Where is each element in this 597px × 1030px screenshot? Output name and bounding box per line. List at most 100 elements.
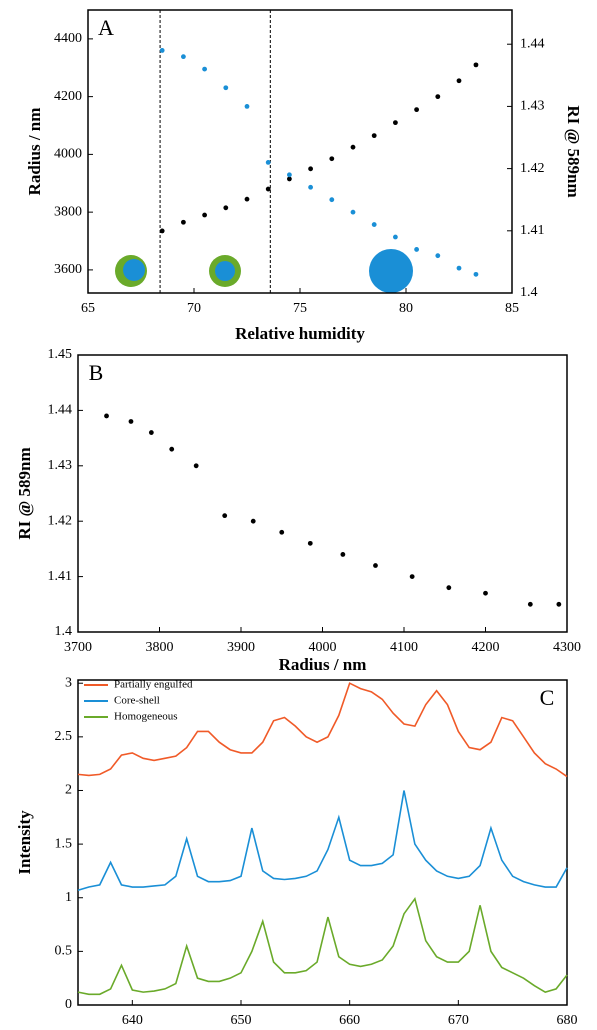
plot-frame [77,679,568,1006]
data-point [409,574,415,579]
data-point [483,590,488,596]
data-point [128,419,134,424]
y-axis-label: RI @ 589nm [15,447,34,539]
data-point [265,159,271,165]
data-point [202,212,208,218]
spectrum-line [77,790,568,891]
x-tick-label: 85 [505,301,519,316]
x-tick-label: 4300 [553,640,581,655]
y2-tick-label: 1.44 [520,36,545,51]
y-tick-label: 3 [65,675,72,690]
data-point [287,172,292,178]
data-point [159,48,165,53]
y-tick-label: 1.44 [48,403,73,418]
data-point [265,186,271,192]
data-point [556,601,562,607]
y-tick-label: 1.4 [55,624,73,639]
y-axis-label: Intensity [15,810,34,875]
x-tick-label: 680 [557,1013,578,1028]
data-point [329,156,335,162]
y-tick-label: 4000 [54,147,82,162]
y-tick-label: 4400 [54,31,82,46]
data-point [308,166,313,172]
x-tick-label: 640 [122,1013,143,1028]
panel-label: B [89,360,104,385]
data-point [393,234,398,240]
data-point [473,62,479,68]
y2-tick-label: 1.42 [520,161,545,176]
x-tick-label: 4100 [390,640,418,655]
y-tick-label: 1.5 [55,836,73,851]
x-tick-label: 3900 [227,640,255,655]
data-point [456,265,462,271]
x-tick-label: 660 [339,1013,360,1028]
data-point [371,133,377,139]
spectrum-line [77,682,568,778]
data-point [308,184,313,190]
data-point [414,247,419,252]
data-point [223,85,229,91]
y-tick-label: 1.42 [48,513,73,528]
y-tick-label: 1.43 [48,458,73,473]
data-point [435,94,441,100]
data-point [373,563,378,568]
y2-tick-label: 1.43 [520,99,545,114]
legend-label: Homogeneous [114,711,178,723]
legend-label: Partially engulfed [114,679,193,691]
plot-frame [77,354,568,633]
y-tick-label: 0.5 [55,944,73,959]
data-point [181,219,186,225]
x-tick-label: 70 [187,301,201,316]
plot-frame [87,9,513,294]
data-point [279,529,285,535]
data-point [250,518,256,524]
data-point [350,209,356,215]
data-point [456,78,462,84]
spectrum-line [77,896,568,996]
y-tick-label: 3800 [54,204,82,219]
y-tick-label: 4200 [54,89,82,104]
y2-axis-label: RI @ 589nm [564,105,583,197]
x-tick-label: 4200 [472,640,500,655]
legend-label: Core-shell [114,695,160,707]
data-point [473,271,479,277]
data-point [393,120,398,126]
x-tick-label: 3800 [146,640,174,655]
icon-coreshell-core [215,261,235,281]
data-point [193,463,199,469]
data-point [222,513,228,519]
data-point [435,253,441,259]
y-tick-label: 0 [65,997,72,1012]
y-tick-label: 2.5 [55,729,73,744]
y-tick-label: 1.45 [48,347,73,362]
data-point [527,601,533,607]
y-tick-label: 3600 [54,262,82,277]
x-axis-label: Radius / nm [279,655,367,674]
panel-label: A [98,15,114,40]
data-point [159,228,165,234]
x-tick-label: 75 [293,301,307,316]
data-point [148,430,154,435]
particle-icons [115,249,413,293]
y-tick-label: 1.41 [48,569,73,584]
data-point [307,540,313,546]
data-point [244,104,250,109]
y-axis-label: Radius / nm [25,108,44,196]
icon-homogeneous [369,249,413,293]
data-point [202,66,208,72]
y-tick-label: 1 [65,890,72,905]
x-tick-label: 4000 [309,640,337,655]
icon-partial-core [123,259,145,281]
data-point [350,144,356,150]
x-tick-label: 65 [81,301,95,316]
x-tick-label: 650 [231,1013,252,1028]
data-point [414,107,419,113]
data-point [340,552,346,557]
y-tick-label: 2 [65,783,72,798]
data-point [287,176,292,182]
data-point [371,222,377,227]
data-point [223,205,229,211]
data-point [181,54,186,60]
y2-tick-label: 1.4 [520,285,538,300]
